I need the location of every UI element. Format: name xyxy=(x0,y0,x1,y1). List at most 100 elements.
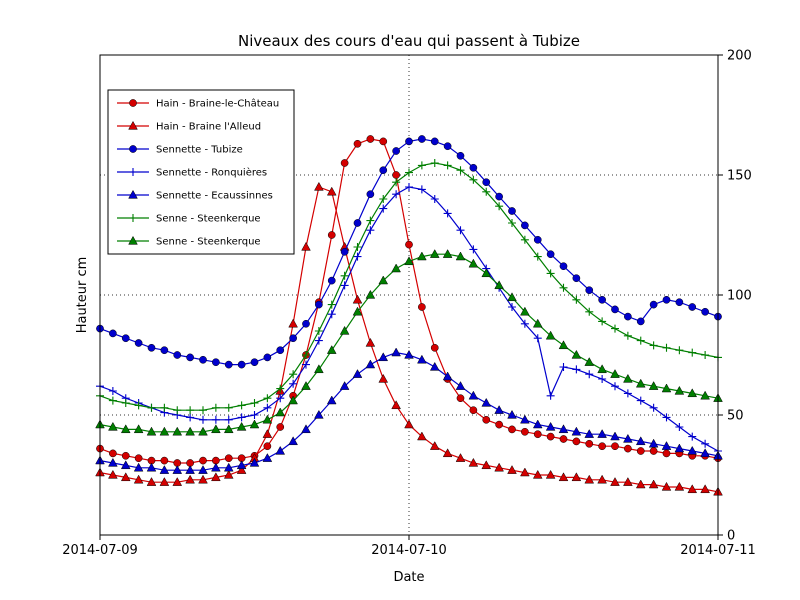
triangle-marker xyxy=(185,474,195,484)
triangle-marker xyxy=(159,426,170,436)
plus-marker xyxy=(598,317,607,326)
triangle-marker xyxy=(687,445,698,455)
circle-marker xyxy=(572,437,581,446)
triangle-marker xyxy=(339,325,350,335)
triangle-marker xyxy=(584,474,595,484)
triangle-marker xyxy=(159,477,170,486)
triangle-marker xyxy=(128,235,138,245)
circle-marker xyxy=(392,171,400,179)
x-tick-label: 2014-07-11 xyxy=(680,543,756,558)
triangle-marker xyxy=(404,256,414,266)
triangle-marker xyxy=(262,414,273,424)
triangle-marker xyxy=(417,354,427,364)
triangle-marker xyxy=(687,484,698,494)
plus-marker xyxy=(121,399,130,407)
triangle-marker xyxy=(481,397,492,407)
circle-marker xyxy=(572,274,581,283)
triangle-marker xyxy=(481,268,492,278)
triangle-marker xyxy=(468,390,479,400)
triangle-marker xyxy=(133,474,144,484)
triangle-marker xyxy=(648,479,659,489)
triangle-marker xyxy=(172,465,183,474)
circle-marker xyxy=(405,137,413,146)
triangle-marker xyxy=(661,481,672,491)
circle-marker xyxy=(482,415,491,424)
plus-marker xyxy=(405,168,413,177)
triangle-marker xyxy=(429,441,440,450)
triangle-marker xyxy=(223,462,234,472)
triangle-marker xyxy=(236,465,247,474)
triangle-marker xyxy=(120,460,131,470)
triangle-marker xyxy=(198,474,208,484)
plus-marker xyxy=(327,310,336,319)
triangle-marker xyxy=(635,378,646,388)
triangle-marker xyxy=(314,364,324,374)
plus-marker xyxy=(199,406,207,415)
circle-marker xyxy=(129,99,137,107)
plus-marker xyxy=(546,391,555,400)
circle-marker xyxy=(289,334,297,343)
triangle-marker xyxy=(532,469,543,479)
triangle-marker xyxy=(128,120,138,130)
triangle-marker xyxy=(391,400,401,410)
plus-marker xyxy=(366,216,375,225)
plus-marker xyxy=(366,226,375,235)
series-4 xyxy=(95,347,723,474)
legend-entry-6: Senne - Steenkerque xyxy=(117,235,261,248)
triangle-marker xyxy=(468,457,479,467)
plus-marker xyxy=(108,396,117,405)
plus-marker xyxy=(675,346,684,355)
triangle-marker xyxy=(442,371,453,381)
plus-marker xyxy=(662,343,671,352)
triangle-marker xyxy=(532,318,543,328)
plus-marker xyxy=(430,159,439,167)
circle-marker xyxy=(224,360,233,369)
circle-marker xyxy=(469,163,478,172)
plus-marker xyxy=(675,423,684,431)
triangle-marker xyxy=(326,345,337,354)
triangle-marker xyxy=(275,407,286,417)
plus-marker xyxy=(160,403,169,412)
plus-marker xyxy=(417,185,426,194)
circle-marker xyxy=(559,435,568,443)
triangle-marker xyxy=(635,436,646,446)
triangle-marker xyxy=(326,395,337,405)
triangle-marker xyxy=(108,457,118,467)
plus-marker xyxy=(314,327,323,335)
triangle-marker xyxy=(661,383,672,393)
triangle-marker xyxy=(610,477,620,486)
circle-marker xyxy=(675,298,684,307)
plus-marker xyxy=(701,439,710,448)
plus-marker xyxy=(430,195,439,203)
plus-marker xyxy=(379,195,388,203)
legend-label: Sennette - Tubize xyxy=(156,145,243,156)
plus-marker xyxy=(688,348,697,357)
triangle-marker xyxy=(365,359,376,369)
legend-entry-1: Hain - Braine l'Alleud xyxy=(117,120,261,133)
circle-marker xyxy=(624,444,632,453)
triangle-marker xyxy=(429,249,440,258)
triangle-marker xyxy=(159,465,170,474)
plus-marker xyxy=(129,214,137,222)
triangle-marker xyxy=(262,429,273,438)
triangle-marker xyxy=(128,189,138,199)
triangle-marker xyxy=(185,426,195,436)
circle-marker xyxy=(276,346,285,355)
y-tick-label: 200 xyxy=(727,49,752,64)
plus-marker xyxy=(134,401,143,410)
triangle-marker xyxy=(623,477,633,486)
legend-label: Hain - Braine l'Alleud xyxy=(156,122,261,133)
triangle-marker xyxy=(365,337,376,347)
plus-marker xyxy=(469,245,478,254)
circle-marker xyxy=(598,442,606,451)
triangle-marker xyxy=(172,426,183,436)
plus-marker xyxy=(508,303,516,311)
triangle-marker xyxy=(494,280,504,290)
triangle-marker xyxy=(378,275,389,285)
triangle-marker xyxy=(249,419,260,429)
circle-marker xyxy=(585,286,594,295)
circle-marker xyxy=(224,454,233,463)
plus-marker xyxy=(186,413,195,422)
triangle-marker xyxy=(326,186,337,196)
triangle-marker xyxy=(301,424,311,434)
